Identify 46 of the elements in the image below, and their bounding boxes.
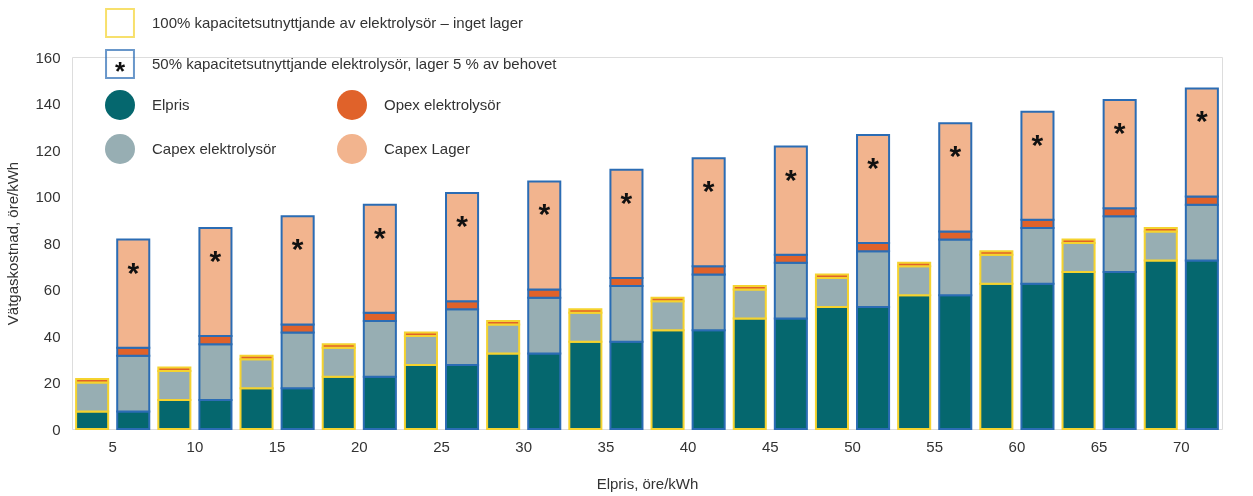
text: * xyxy=(114,56,126,86)
x-tick-label: 70 xyxy=(1172,437,1190,455)
legend-label: Opex elektrolysör xyxy=(384,96,501,113)
x-tick-label: 30 xyxy=(515,437,533,455)
x-tick-label: 15 xyxy=(268,437,286,455)
legend-label: Elpris xyxy=(152,96,190,113)
text: * xyxy=(867,150,879,184)
y-tick-label: 40 xyxy=(43,327,61,345)
annotation: * xyxy=(127,255,140,289)
x-tick-label: 50 xyxy=(844,437,861,455)
text: * xyxy=(702,174,715,208)
y-tick-label: 80 xyxy=(43,234,61,252)
text: * xyxy=(620,185,633,219)
x-tick-label: 35 xyxy=(597,437,615,455)
x-tick-label: 5 xyxy=(108,437,117,455)
text: * xyxy=(209,243,222,277)
x-axis-title: Elpris, öre/kWh xyxy=(596,474,699,492)
text: * xyxy=(374,220,386,254)
x-tick-label: 60 xyxy=(1008,437,1026,455)
y-tick-label: 120 xyxy=(35,141,61,159)
y-tick-label: 0 xyxy=(52,420,61,438)
legend-label: Capex elektrolysör xyxy=(152,140,277,157)
x-tick-label: 65 xyxy=(1090,437,1108,455)
text: * xyxy=(1031,127,1044,161)
y-tick-label: 60 xyxy=(43,281,61,298)
text: 100% kapacitetsutnyttjande av elektrolysör – inget lager xyxy=(152,14,524,31)
text: * xyxy=(538,197,551,231)
text: * xyxy=(1196,104,1208,138)
x-tick-label: 20 xyxy=(350,437,368,455)
x-tick-label: 40 xyxy=(679,437,697,455)
y-tick-label: 160 xyxy=(35,48,61,66)
text: * xyxy=(456,209,468,243)
text: * xyxy=(1113,116,1126,150)
y-axis-title: Vätgaskostnad, öre/kWh xyxy=(4,161,22,326)
annotation: 50% kapacitetsutnyttjande elektrolysör, lager 5 % av behovet xyxy=(152,55,558,72)
x-tick-label: 55 xyxy=(926,437,944,455)
y-tick-label: 100 xyxy=(35,188,61,205)
text: * xyxy=(291,232,304,266)
text: * xyxy=(785,162,797,196)
y-tick-label: 140 xyxy=(35,95,61,112)
y-tick-label: 20 xyxy=(43,374,61,391)
x-tick-label: 25 xyxy=(433,437,450,455)
legend-label: Capex Lager xyxy=(384,140,470,157)
x-tick-label: 10 xyxy=(186,437,204,455)
text: * xyxy=(949,139,962,173)
x-tick-label: 45 xyxy=(761,437,779,455)
